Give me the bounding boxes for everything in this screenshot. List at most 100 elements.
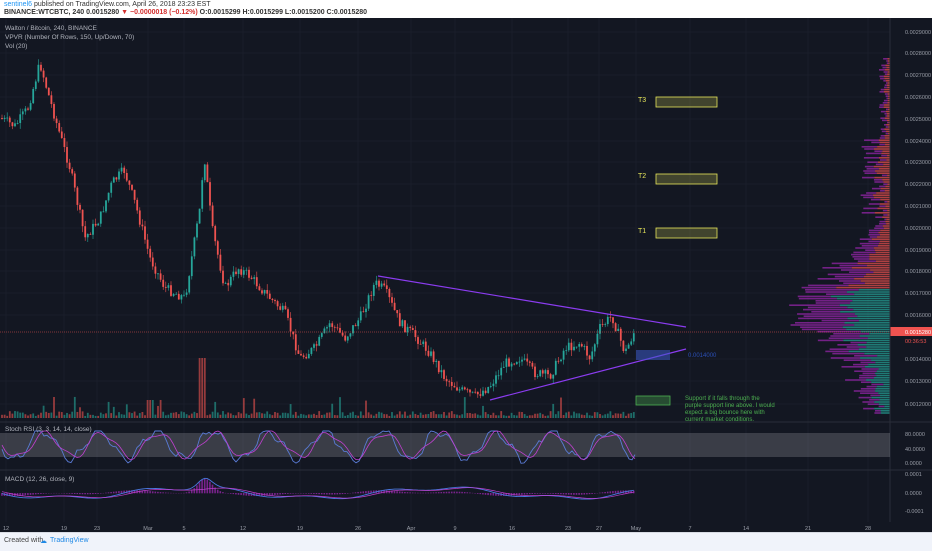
vpvr-up-row bbox=[855, 313, 890, 315]
vpvr-up-row bbox=[880, 399, 890, 401]
stoch-legend: Stoch RSI (3, 3, 14, 14, close) bbox=[5, 426, 92, 433]
vpvr-up-row bbox=[881, 410, 890, 412]
tradingview-brand[interactable]: TradingView bbox=[50, 537, 89, 544]
volume-bar bbox=[95, 416, 97, 418]
volume-bar bbox=[589, 415, 591, 418]
candle-body bbox=[238, 269, 240, 274]
volume-bar bbox=[368, 412, 370, 418]
price-axis[interactable]: 0.00290000.00280000.00270000.00260000.00… bbox=[905, 30, 931, 408]
macd-hist-bar bbox=[230, 493, 232, 494]
macd-hist-bar bbox=[207, 480, 209, 494]
candle-body bbox=[560, 360, 562, 361]
volume-bar bbox=[92, 415, 94, 418]
macd-hist-bar bbox=[357, 492, 359, 493]
volume-bar bbox=[344, 416, 346, 418]
candle-body bbox=[95, 224, 97, 226]
candle-body bbox=[251, 278, 253, 279]
vpvr-down-row bbox=[880, 190, 885, 192]
vpvr-down-row bbox=[845, 379, 866, 381]
candle-body bbox=[246, 270, 248, 271]
macd-hist-bar bbox=[347, 493, 349, 494]
price-info: 0.0015280 bbox=[86, 9, 119, 16]
vpvr-down-row bbox=[867, 161, 878, 163]
candle-body bbox=[508, 358, 510, 366]
macd-hist-bar bbox=[612, 491, 614, 493]
chart-canvas[interactable]: Walton / Bitcoin, 240, BINANCE VPVR (Num… bbox=[0, 18, 932, 532]
vpvr-down-row bbox=[884, 87, 887, 89]
volume-bar bbox=[537, 414, 539, 418]
volume-bar bbox=[266, 411, 268, 418]
resistance-trendline[interactable] bbox=[378, 276, 686, 327]
author-link[interactable]: sentinel6 bbox=[4, 1, 32, 8]
macd-hist-bar bbox=[324, 493, 326, 494]
candle-body bbox=[186, 292, 188, 294]
candle-body bbox=[412, 328, 414, 330]
candle-body bbox=[451, 382, 453, 386]
price-marker-label: 0.0014000 bbox=[688, 353, 717, 359]
macd-hist-bar bbox=[586, 493, 588, 494]
price-marker-box bbox=[636, 350, 670, 360]
publish-header: sentinel6 published on TradingView.com, … bbox=[0, 0, 932, 18]
vpvr-up-row bbox=[844, 322, 890, 324]
candle-body bbox=[220, 255, 222, 271]
vpvr-up-row bbox=[880, 395, 890, 397]
vpvr-up-row bbox=[849, 351, 890, 353]
target-t2-box[interactable] bbox=[656, 174, 717, 184]
macd-hist-bar bbox=[95, 493, 97, 494]
candle-body bbox=[269, 294, 271, 299]
target-t1-box[interactable] bbox=[656, 228, 717, 238]
vpvr-up-row bbox=[865, 282, 890, 284]
macd-hist-bar bbox=[199, 482, 201, 493]
volume-bar bbox=[376, 414, 378, 418]
target-t3[interactable]: T3 bbox=[638, 97, 717, 107]
volume-bar bbox=[292, 415, 294, 418]
macd-hist-bar bbox=[209, 482, 211, 494]
volume-bar bbox=[633, 412, 635, 418]
target-t2[interactable]: T2 bbox=[638, 173, 717, 184]
candle-body bbox=[563, 351, 565, 360]
volume-bar bbox=[480, 415, 482, 418]
target-t3-box[interactable] bbox=[656, 97, 717, 107]
candle-body bbox=[324, 328, 326, 333]
vpvr-down-row bbox=[861, 368, 878, 370]
candle-body bbox=[118, 172, 120, 180]
volume-bar bbox=[134, 412, 136, 418]
chart-area[interactable]: Walton / Bitcoin, 240, BINANCE VPVR (Num… bbox=[0, 18, 932, 532]
volume-bar bbox=[389, 416, 391, 418]
support-zone-box[interactable] bbox=[636, 396, 670, 405]
vpvr-down-row bbox=[833, 333, 869, 335]
macd-hist-bar bbox=[204, 479, 206, 493]
vpvr-down-row bbox=[860, 362, 875, 364]
candle-body bbox=[628, 345, 630, 349]
target-t1[interactable]: T1 bbox=[638, 228, 717, 238]
vpvr-up-row bbox=[880, 203, 890, 205]
volume-bar bbox=[79, 407, 81, 418]
candle-body bbox=[630, 341, 632, 344]
macd-hist-bar bbox=[526, 493, 528, 494]
candle-body bbox=[261, 290, 263, 293]
macd-hist-bar bbox=[342, 493, 344, 494]
macd-hist-bar bbox=[155, 492, 157, 494]
volume-bar bbox=[233, 415, 235, 418]
vpvr-up-row bbox=[869, 333, 890, 335]
vpvr-down-row bbox=[831, 357, 860, 359]
volume-bar bbox=[623, 412, 625, 418]
vpvr-up-row bbox=[880, 230, 890, 232]
vpvr-down-row bbox=[853, 364, 868, 366]
candle-body bbox=[100, 211, 102, 223]
volume-bar bbox=[597, 412, 599, 418]
vpvr-up-row bbox=[885, 69, 890, 71]
candle-body bbox=[110, 183, 112, 193]
candle-body bbox=[360, 311, 362, 320]
volume-bar bbox=[521, 412, 523, 418]
candle-body bbox=[155, 266, 157, 273]
vpvr-down-row bbox=[854, 390, 875, 392]
macd-hist-bar bbox=[277, 493, 279, 495]
volume-bar bbox=[578, 413, 580, 418]
candle-body bbox=[573, 347, 575, 350]
vpvr-up-row bbox=[866, 274, 890, 276]
candle-body bbox=[90, 234, 92, 235]
vpvr-up-row bbox=[875, 170, 890, 172]
vpvr-up-row bbox=[884, 78, 890, 80]
vpvr-up-row bbox=[847, 307, 890, 309]
